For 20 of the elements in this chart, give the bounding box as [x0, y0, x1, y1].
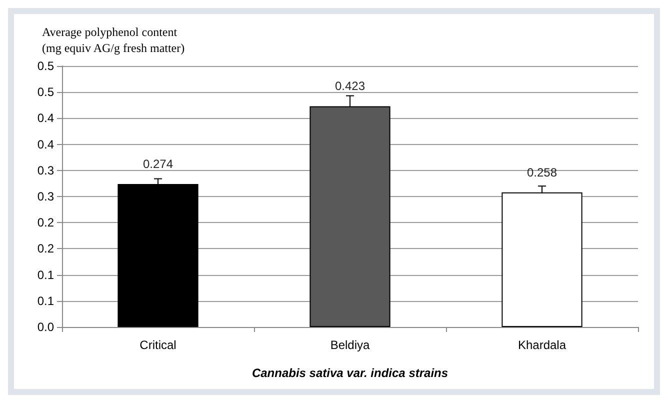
y-tick-label: 0.1 — [37, 268, 54, 282]
bar — [118, 184, 198, 327]
y-tick-label: 0.0 — [37, 320, 54, 334]
y-tick-label: 0.2 — [37, 216, 54, 230]
y-tick-label: 0.2 — [37, 242, 54, 256]
y-tick-label: 0.3 — [37, 163, 54, 178]
data-label: 0.258 — [526, 165, 558, 180]
data-label: 0.274 — [142, 156, 174, 171]
x-tick-label: Critical — [140, 338, 176, 352]
x-tick-label: Khardala — [518, 338, 566, 352]
y-tick-label: 0.4 — [37, 137, 54, 152]
x-tick-label: Beldiya — [330, 338, 370, 352]
data-label: 0.423 — [334, 79, 366, 94]
y-axis-title: Average polyphenol content (mg equiv AG/g fresh matter) — [42, 25, 185, 55]
y-tick-label: 0.1 — [37, 294, 54, 308]
y-tick-label: 0.4 — [37, 111, 54, 126]
y-tick-label: 0.3 — [37, 190, 54, 204]
y-tick-label: 0.5 — [37, 85, 54, 100]
x-axis-title: Cannabis sativa var. indica strains — [252, 366, 448, 380]
y-tick-label: 0.5 — [37, 59, 54, 73]
